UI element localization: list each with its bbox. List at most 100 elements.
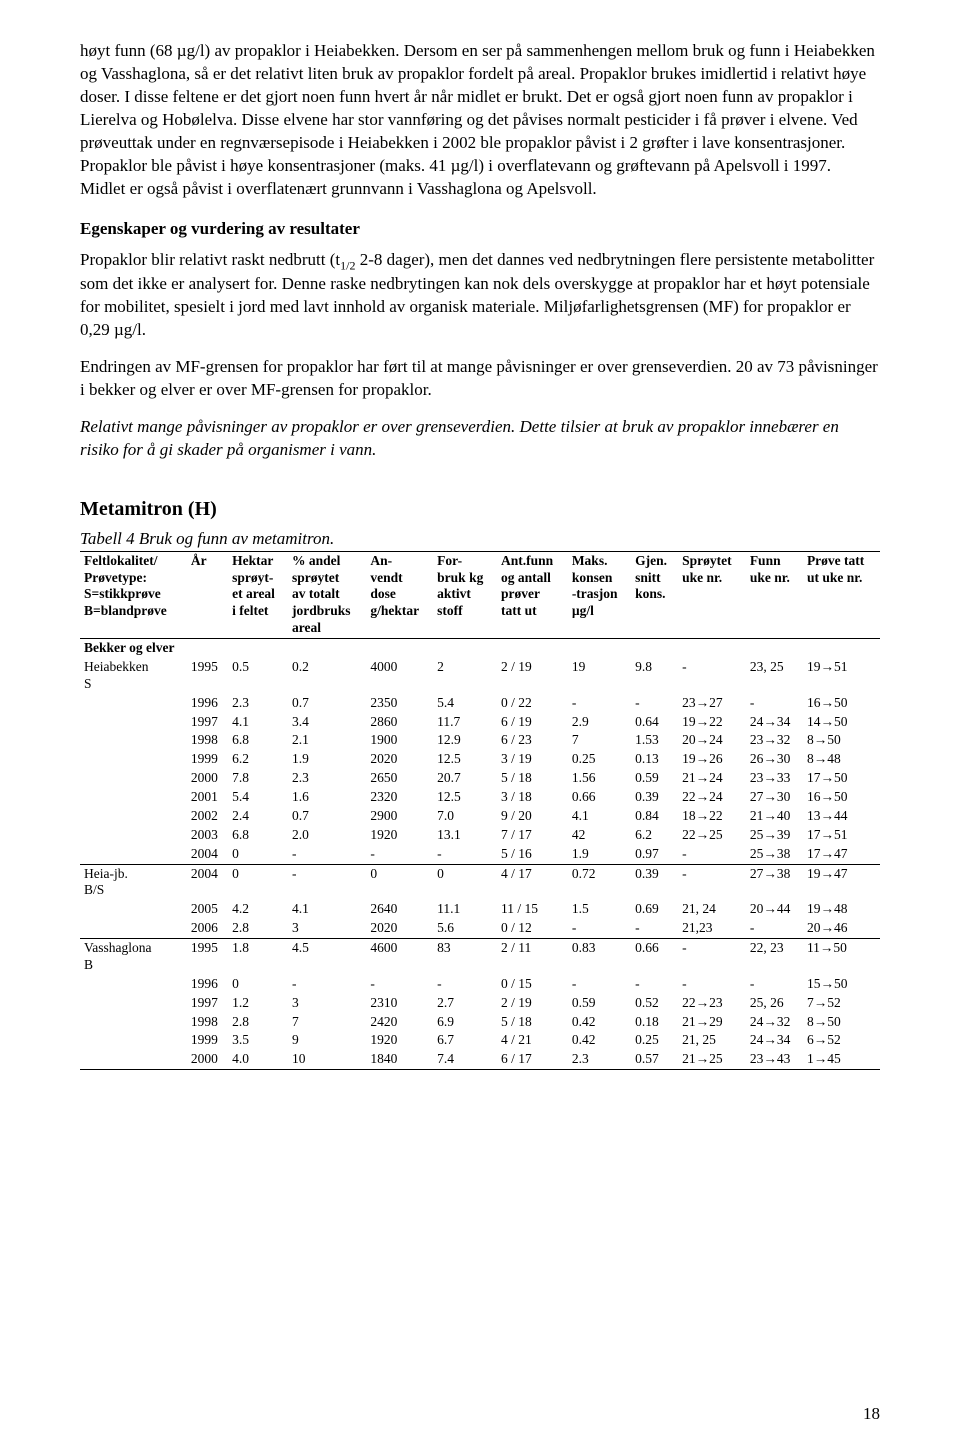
cell: 2020 bbox=[366, 750, 433, 769]
cell: 23→27 bbox=[678, 694, 746, 713]
cell: 0.72 bbox=[568, 864, 631, 900]
table-row: 20004.01018407.46 / 172.30.5721→2523→431… bbox=[80, 1050, 880, 1069]
cell: 20→44 bbox=[746, 900, 803, 919]
cell: - bbox=[366, 975, 433, 994]
cell: 23→32 bbox=[746, 731, 803, 750]
cell: 1995 bbox=[187, 658, 228, 694]
cell: 2.1 bbox=[288, 731, 366, 750]
cell: 8→48 bbox=[803, 750, 880, 769]
page-number: 18 bbox=[863, 1404, 880, 1424]
cell-locality bbox=[80, 1031, 187, 1050]
cell: 2.4 bbox=[228, 807, 288, 826]
cell: 2 / 19 bbox=[497, 658, 568, 694]
table-caption: Tabell 4 Bruk og funn av metamitron. bbox=[80, 529, 880, 549]
cell: 20.7 bbox=[433, 769, 497, 788]
cell: 0.25 bbox=[568, 750, 631, 769]
group-label: Bekker og elver bbox=[80, 639, 880, 658]
cell: 2020 bbox=[366, 919, 433, 938]
cell: 0.59 bbox=[631, 769, 678, 788]
col-forbruk: For- bruk kg aktivt stoff bbox=[433, 551, 497, 638]
cell: 0 bbox=[366, 864, 433, 900]
cell: 0.42 bbox=[568, 1013, 631, 1032]
cell: 7.0 bbox=[433, 807, 497, 826]
cell: 5 / 18 bbox=[497, 1013, 568, 1032]
cell: 3 bbox=[288, 994, 366, 1013]
section-heading-metamitron: Metamitron (H) bbox=[80, 498, 880, 521]
cell: 9 bbox=[288, 1031, 366, 1050]
cell: 6.9 bbox=[433, 1013, 497, 1032]
cell: 5.4 bbox=[228, 788, 288, 807]
cell: 9 / 20 bbox=[497, 807, 568, 826]
cell: - bbox=[568, 919, 631, 938]
cell: 0.64 bbox=[631, 713, 678, 732]
cell: 2310 bbox=[366, 994, 433, 1013]
table-row: 19962.30.723505.40 / 22--23→27-16→50 bbox=[80, 694, 880, 713]
cell: 0.83 bbox=[568, 939, 631, 975]
cell: 2001 bbox=[187, 788, 228, 807]
cell-locality bbox=[80, 845, 187, 864]
cell: - bbox=[678, 975, 746, 994]
cell: 13→44 bbox=[803, 807, 880, 826]
cell: 5 / 16 bbox=[497, 845, 568, 864]
cell: 1.6 bbox=[288, 788, 366, 807]
cell: 11 / 15 bbox=[497, 900, 568, 919]
cell: 4.1 bbox=[288, 900, 366, 919]
cell: 22→24 bbox=[678, 788, 746, 807]
cell: 2640 bbox=[366, 900, 433, 919]
cell: 2006 bbox=[187, 919, 228, 938]
cell: 22→23 bbox=[678, 994, 746, 1013]
cell: 2 / 11 bbox=[497, 939, 568, 975]
col-dose: An- vendt dose g/hektar bbox=[366, 551, 433, 638]
col-antfunn: Ant.funn og antall prøver tatt ut bbox=[497, 551, 568, 638]
cell: 4.0 bbox=[228, 1050, 288, 1069]
cell: 42 bbox=[568, 826, 631, 845]
cell: 6 / 23 bbox=[497, 731, 568, 750]
cell: 1.9 bbox=[568, 845, 631, 864]
cell: 13.1 bbox=[433, 826, 497, 845]
cell: 21→25 bbox=[678, 1050, 746, 1069]
cell: 1.53 bbox=[631, 731, 678, 750]
cell: 23→33 bbox=[746, 769, 803, 788]
cell: - bbox=[631, 694, 678, 713]
cell: - bbox=[678, 864, 746, 900]
cell: 3 bbox=[288, 919, 366, 938]
cell-locality bbox=[80, 807, 187, 826]
cell: 25→38 bbox=[746, 845, 803, 864]
cell: 4.1 bbox=[568, 807, 631, 826]
cell: 16→50 bbox=[803, 694, 880, 713]
cell-locality: Heia-jb.B/S bbox=[80, 864, 187, 900]
table-row: 19960---0 / 15----15→50 bbox=[80, 975, 880, 994]
cell: 7 / 17 bbox=[497, 826, 568, 845]
col-funn: Funn uke nr. bbox=[746, 551, 803, 638]
cell: 17→51 bbox=[803, 826, 880, 845]
cell: 2.9 bbox=[568, 713, 631, 732]
cell: 0.2 bbox=[288, 658, 366, 694]
cell: 6.8 bbox=[228, 826, 288, 845]
cell: 0 bbox=[228, 864, 288, 900]
cell: 6→52 bbox=[803, 1031, 880, 1050]
cell: 24→34 bbox=[746, 1031, 803, 1050]
cell-locality bbox=[80, 826, 187, 845]
table-row: 19971.2323102.72 / 190.590.5222→2325, 26… bbox=[80, 994, 880, 1013]
cell: 14→50 bbox=[803, 713, 880, 732]
cell: 3 / 18 bbox=[497, 788, 568, 807]
group-label-row: Bekker og elver bbox=[80, 639, 880, 658]
cell: - bbox=[746, 975, 803, 994]
cell: 1920 bbox=[366, 1031, 433, 1050]
cell: 1995 bbox=[187, 939, 228, 975]
cell: 11.1 bbox=[433, 900, 497, 919]
cell: 1996 bbox=[187, 975, 228, 994]
col-maks: Maks. konsen -trasjon µg/l bbox=[568, 551, 631, 638]
cell: 6.8 bbox=[228, 731, 288, 750]
paragraph-properties: Propaklor blir relativt raskt nedbrutt (… bbox=[80, 249, 880, 342]
cell: 2005 bbox=[187, 900, 228, 919]
table-header-row: Feltlokalitet/ Prøvetype: S=stikkprøve B… bbox=[80, 551, 880, 638]
cell: 1→45 bbox=[803, 1050, 880, 1069]
cell: 0.84 bbox=[631, 807, 678, 826]
cell: 2000 bbox=[187, 769, 228, 788]
cell: - bbox=[631, 919, 678, 938]
cell: 3 / 19 bbox=[497, 750, 568, 769]
cell: 0.57 bbox=[631, 1050, 678, 1069]
col-gjen: Gjen. snitt kons. bbox=[631, 551, 678, 638]
cell: 1999 bbox=[187, 1031, 228, 1050]
